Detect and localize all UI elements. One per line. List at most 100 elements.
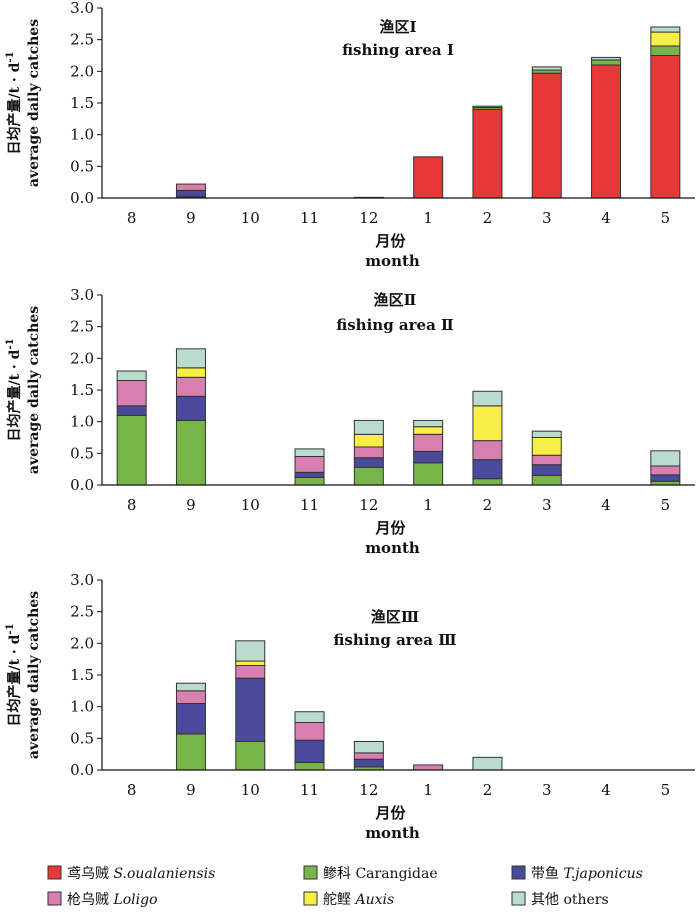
x-tick-label: 5 [661,781,671,799]
bar-Loligo-9 [175,690,206,705]
bar-others-10 [235,640,266,662]
legend-label: 鸢乌贼 S.oualaniensis [67,866,215,882]
bar-others-11 [294,711,325,723]
y-tick-label: 2.0 [70,634,94,652]
bar-others-8 [116,370,147,381]
legend-swatch [303,891,318,906]
x-tick-label: 10 [241,496,260,514]
x-axis-label-en: month [365,539,420,557]
x-tick-label: 12 [359,209,378,227]
bar-Tjaponicus-3 [531,464,562,477]
panel-title-cn: 渔区Ⅲ [371,608,419,626]
bar-Auxis-3 [531,437,562,456]
bar-Carangidae-9 [175,419,206,486]
bar-Loligo-10 [235,665,266,679]
bar-Auxis-5 [650,31,681,47]
panel-title-cn: 渔区Ⅱ [374,291,417,309]
legend-item-Soualaniensis: 鸢乌贼 S.oualaniensis [47,865,215,882]
bar-Loligo-12 [353,752,384,760]
y-tick-label: 3.0 [70,0,94,17]
bar-Tjaponicus-12 [353,758,384,768]
bar-Loligo-9 [175,376,206,397]
x-tick-label: 10 [241,781,260,799]
bar-others-12 [353,741,384,754]
bar-others-4 [591,56,622,61]
x-tick-label: 2 [483,496,493,514]
legend-label: 枪乌贼 Loligo [67,891,158,908]
x-tick-label: 3 [542,781,552,799]
bar-Loligo-12 [353,446,384,459]
bar-Loligo-1 [413,433,444,452]
bar-Carangidae-4 [591,59,622,66]
x-axis-label-en: month [365,824,420,842]
y-tick-label: 2.5 [70,318,94,336]
x-tick-label: 2 [483,209,493,227]
legend-label-cn: 鸢乌贼 [67,866,113,882]
bar-Carangidae-11 [294,761,325,771]
legend-swatch [47,865,62,880]
legend-item-Tjaponicus: 带鱼 T.japonicus [511,865,643,882]
legend-label-cn: 枪乌贼 [67,891,113,908]
y-tick-label: 3.0 [70,571,94,589]
bar-Auxis-1 [413,426,444,435]
bar-others-3 [531,66,562,71]
y-tick-label: 1.0 [70,698,94,716]
x-tick-label: 8 [127,781,137,799]
x-axis-label-en: month [365,252,420,270]
legend-label-en: Carangidae [355,866,437,882]
legend-label-cn: 舵鲣 [323,892,355,908]
y-axis-label-superscript: -1 [5,51,16,62]
panel-title-en: fishing area Ⅰ [342,41,454,59]
bar-others-11 [294,448,325,457]
legend-label: 鲹科 Carangidae [323,866,438,882]
panel-title-en: fishing area Ⅲ [334,631,457,649]
legend-item-Auxis: 舵鲣 Auxis [303,891,394,908]
bar-Loligo-8 [116,380,147,407]
bar-Tjaponicus-9 [175,703,206,735]
legend-swatch [303,865,318,880]
bar-Auxis-10 [235,660,266,667]
y-axis-label-cn: 日均产量/t · d-1 [5,338,23,441]
y-tick-label: 3.0 [70,286,94,304]
y-tick-label: 2.0 [70,349,94,367]
bar-Loligo-3 [531,454,562,466]
bar-others-5 [650,450,681,467]
y-tick-label: 0.0 [70,761,94,779]
x-tick-label: 9 [186,496,196,514]
bar-Tjaponicus-8 [116,405,147,416]
bar-Loligo-1 [413,764,444,771]
x-tick-label: 11 [300,209,319,227]
x-tick-label: 2 [483,781,493,799]
y-axis-label-en: average daily catches [26,306,42,474]
bar-Tjaponicus-1 [413,450,444,464]
y-tick-label: 0.5 [70,157,94,175]
y-tick-label: 1.5 [70,381,94,399]
panel-2: 0.00.51.01.52.02.53.08 9 10 11 12 1 2 3 4 5月份mont… [5,286,695,557]
y-axis-label-superscript: -1 [5,338,16,349]
y-axis-label-cn: 日均产量/t · d-1 [5,623,23,726]
x-tick-label: 5 [661,209,671,227]
x-tick-label: 10 [241,209,260,227]
bar-Loligo-2 [472,440,503,461]
bar-Soualaniensis-4 [591,64,622,199]
y-tick-label: 2.5 [70,603,94,621]
y-axis-label-superscript: -1 [5,623,16,634]
legend-item-Carangidae: 鲹科 Carangidae [303,865,438,882]
bar-others-9 [175,682,206,692]
bar-Loligo-11 [294,456,325,473]
x-tick-label: 9 [186,209,196,227]
y-tick-label: 1.5 [70,666,94,684]
bar-Carangidae-2 [472,478,503,486]
y-axis-label-cn: 日均产量/t · d-1 [5,51,23,154]
x-tick-label: 4 [601,496,611,514]
bar-Carangidae-1 [413,462,444,486]
x-tick-label: 9 [186,781,196,799]
y-tick-label: 1.0 [70,126,94,144]
bar-Tjaponicus-9 [175,395,206,421]
y-tick-label: 0.0 [70,476,94,494]
x-tick-label: 3 [542,209,552,227]
legend-label: 舵鲣 Auxis [323,892,394,908]
y-axis-label-en: average daily catches [26,591,42,759]
